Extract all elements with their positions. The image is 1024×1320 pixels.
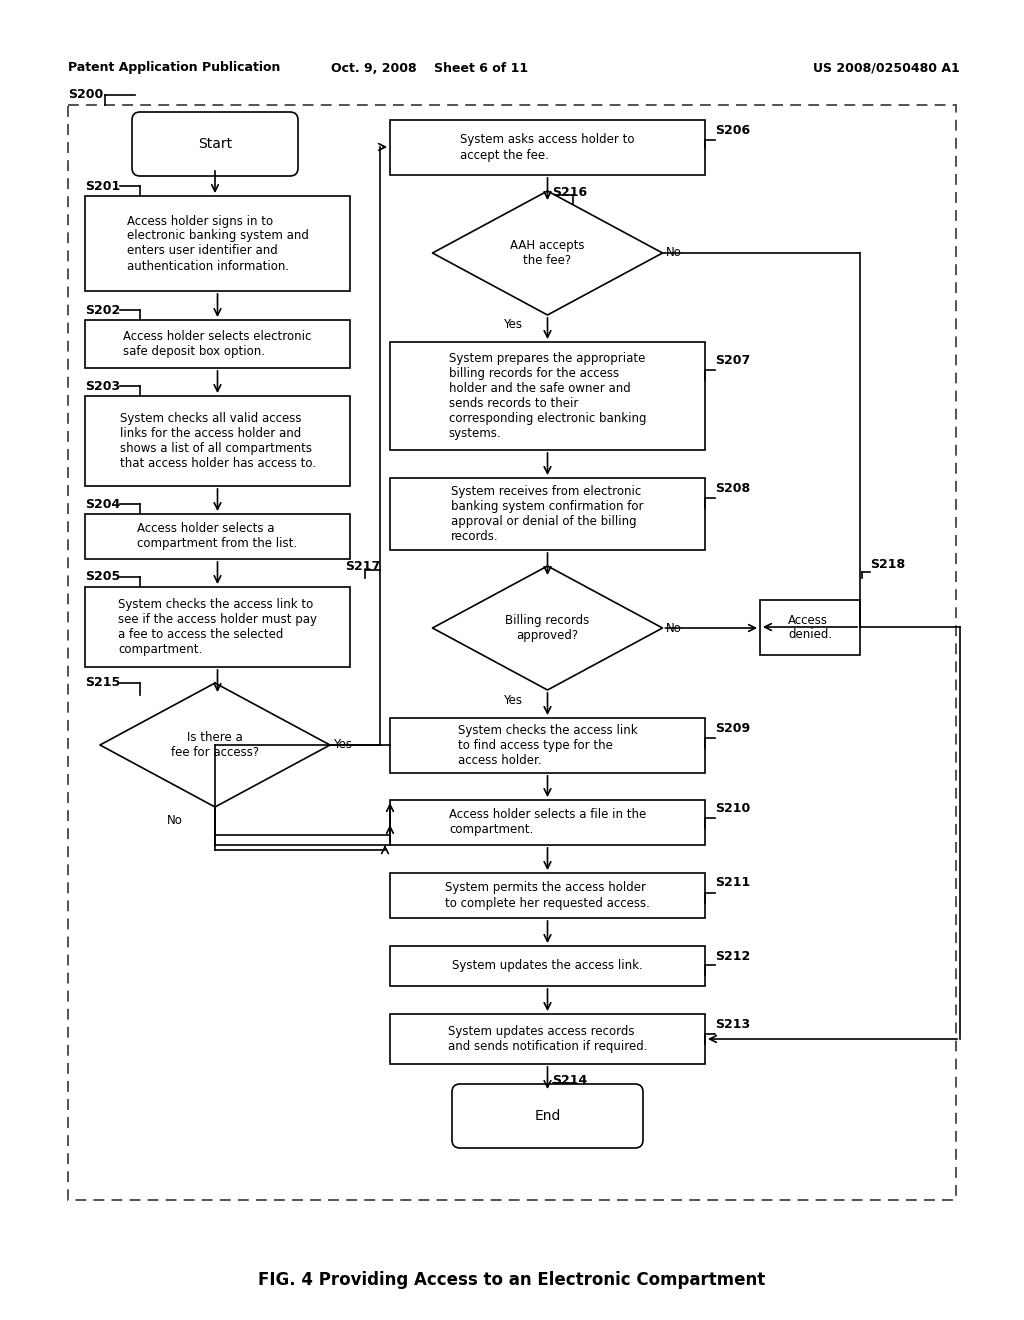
Text: S212: S212	[715, 949, 751, 962]
FancyBboxPatch shape	[390, 800, 705, 845]
Text: Access holder signs in to
electronic banking system and
enters user identifier a: Access holder signs in to electronic ban…	[127, 214, 308, 272]
Text: Yes: Yes	[503, 318, 522, 331]
Text: S213: S213	[715, 1018, 751, 1031]
Text: Start: Start	[198, 137, 232, 150]
FancyBboxPatch shape	[390, 120, 705, 176]
Text: S217: S217	[345, 560, 380, 573]
Text: System checks the access link
to find access type for the
access holder.: System checks the access link to find ac…	[458, 723, 637, 767]
Text: S209: S209	[715, 722, 751, 734]
FancyBboxPatch shape	[760, 601, 860, 655]
Text: S207: S207	[715, 354, 751, 367]
Polygon shape	[432, 191, 663, 315]
FancyBboxPatch shape	[390, 1014, 705, 1064]
Text: Oct. 9, 2008    Sheet 6 of 11: Oct. 9, 2008 Sheet 6 of 11	[332, 62, 528, 74]
FancyBboxPatch shape	[85, 513, 350, 558]
Text: System receives from electronic
banking system confirmation for
approval or deni: System receives from electronic banking …	[452, 484, 644, 543]
Text: S215: S215	[85, 676, 120, 689]
Text: S211: S211	[715, 876, 751, 890]
Text: S218: S218	[870, 558, 905, 572]
Polygon shape	[432, 566, 663, 690]
Text: System checks the access link to
see if the access holder must pay
a fee to acce: System checks the access link to see if …	[118, 598, 317, 656]
Text: S206: S206	[715, 124, 751, 136]
Text: S214: S214	[553, 1073, 588, 1086]
FancyBboxPatch shape	[452, 1084, 643, 1148]
Text: System prepares the appropriate
billing records for the access
holder and the sa: System prepares the appropriate billing …	[449, 352, 646, 440]
Text: Access holder selects electronic
safe deposit box option.: Access holder selects electronic safe de…	[123, 330, 311, 358]
FancyBboxPatch shape	[390, 873, 705, 917]
Text: No: No	[666, 247, 681, 260]
Text: System permits the access holder
to complete her requested access.: System permits the access holder to comp…	[445, 882, 650, 909]
FancyBboxPatch shape	[390, 478, 705, 550]
Text: Is there a
fee for access?: Is there a fee for access?	[171, 731, 259, 759]
Text: Yes: Yes	[503, 693, 522, 706]
Text: S205: S205	[85, 570, 120, 583]
Text: End: End	[535, 1109, 561, 1123]
FancyBboxPatch shape	[390, 946, 705, 986]
Text: AAH accepts
the fee?: AAH accepts the fee?	[510, 239, 585, 267]
Text: No: No	[666, 622, 681, 635]
Text: System updates the access link.: System updates the access link.	[453, 960, 643, 973]
FancyBboxPatch shape	[390, 718, 705, 774]
FancyBboxPatch shape	[85, 195, 350, 290]
Text: Access holder selects a file in the
compartment.: Access holder selects a file in the comp…	[449, 808, 646, 837]
Text: S208: S208	[715, 482, 751, 495]
Text: US 2008/0250480 A1: US 2008/0250480 A1	[813, 62, 961, 74]
Text: S203: S203	[85, 380, 120, 392]
Text: S204: S204	[85, 498, 120, 511]
FancyBboxPatch shape	[132, 112, 298, 176]
FancyBboxPatch shape	[390, 342, 705, 450]
FancyBboxPatch shape	[85, 396, 350, 486]
Text: System updates access records
and sends notification if required.: System updates access records and sends …	[447, 1026, 647, 1053]
Text: No: No	[167, 813, 183, 826]
Text: S200: S200	[68, 88, 103, 102]
Polygon shape	[100, 682, 330, 807]
Text: Access
denied.: Access denied.	[787, 614, 833, 642]
Text: FIG. 4 Providing Access to an Electronic Compartment: FIG. 4 Providing Access to an Electronic…	[258, 1271, 766, 1290]
FancyBboxPatch shape	[85, 319, 350, 368]
Text: S210: S210	[715, 801, 751, 814]
Text: System checks all valid access
links for the access holder and
shows a list of a: System checks all valid access links for…	[120, 412, 315, 470]
Text: System asks access holder to
accept the fee.: System asks access holder to accept the …	[460, 133, 635, 161]
Text: Patent Application Publication: Patent Application Publication	[68, 62, 281, 74]
Text: S216: S216	[553, 186, 588, 198]
Text: Access holder selects a
compartment from the list.: Access holder selects a compartment from…	[137, 523, 298, 550]
FancyBboxPatch shape	[85, 587, 350, 667]
Text: Billing records
approved?: Billing records approved?	[506, 614, 590, 642]
Text: Yes: Yes	[333, 738, 352, 751]
Text: S202: S202	[85, 304, 120, 317]
Text: S201: S201	[85, 180, 120, 193]
